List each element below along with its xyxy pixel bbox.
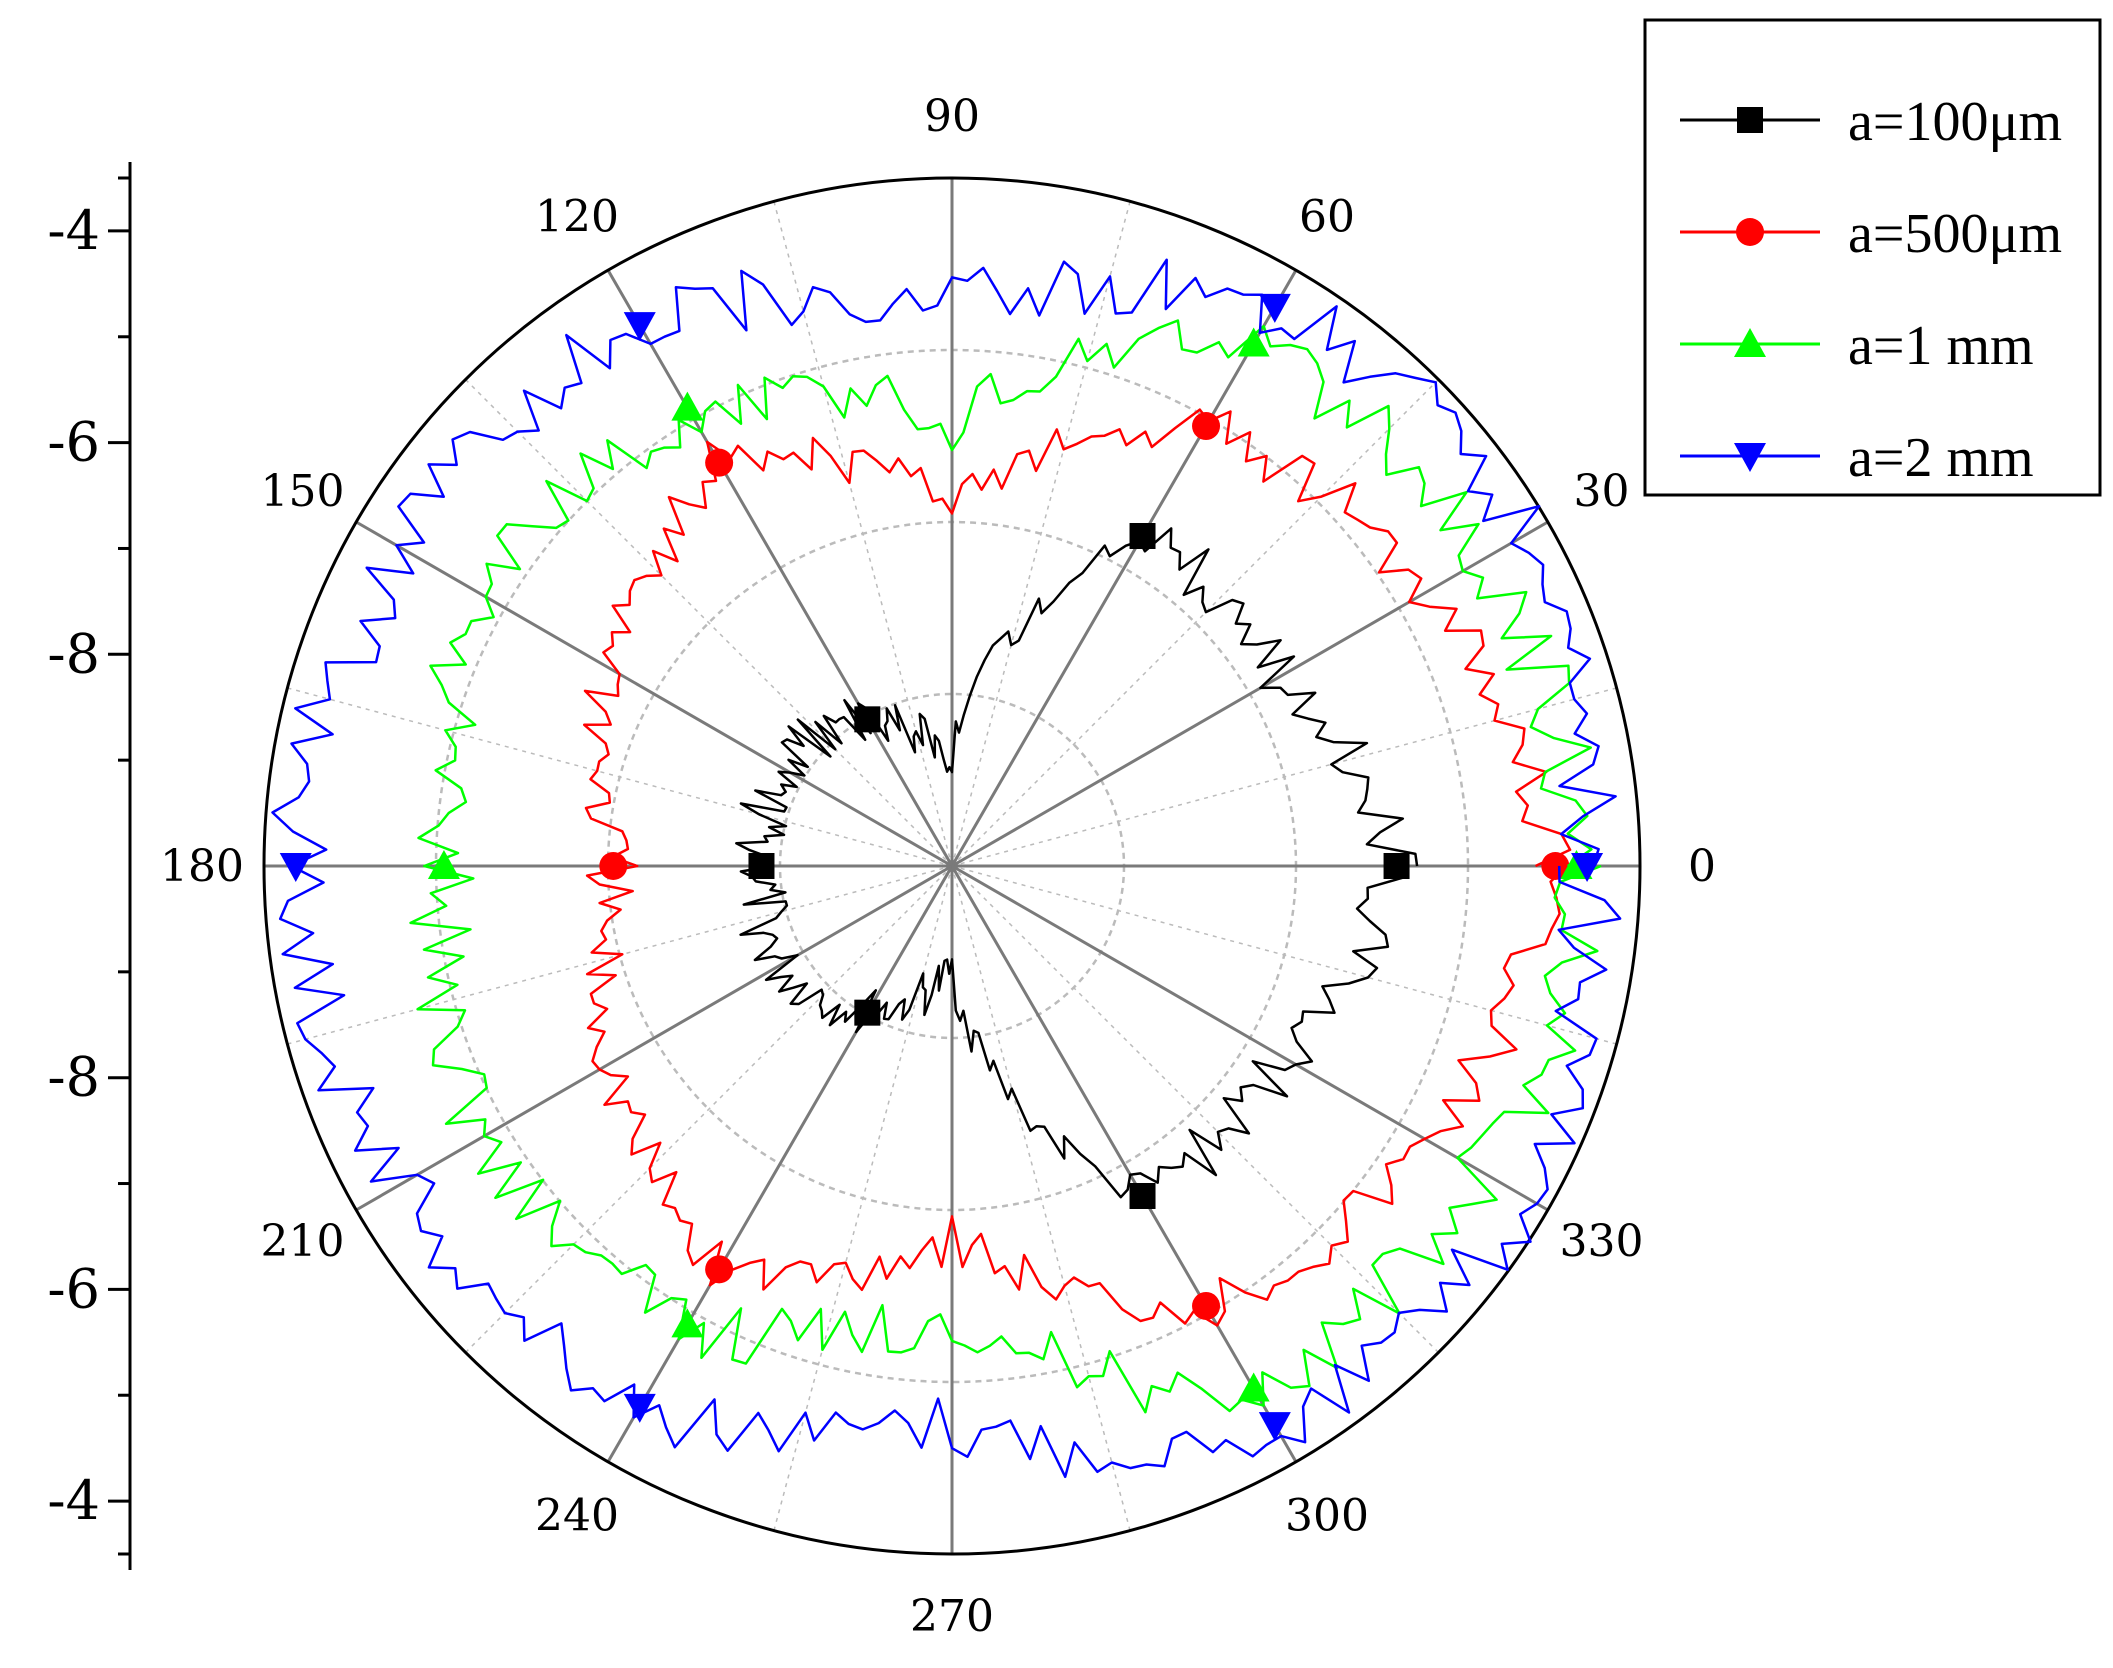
marker-triangle-down [1734, 443, 1766, 472]
marker-circle [1192, 1291, 1221, 1320]
radial-tick-label: -8 [47, 622, 100, 685]
marker-triangle-down [1571, 853, 1604, 882]
series-4 [271, 258, 1622, 1479]
legend: a=100μm a=500μm a=1 mm a=2 mm [1643, 18, 2102, 497]
marker-triangle-down [1258, 293, 1291, 323]
legend-item: a=2 mm [1680, 427, 2034, 489]
marker-square [854, 706, 881, 733]
angle-tick-label: 240 [535, 1491, 619, 1542]
minor-spoke-315 [951, 865, 1440, 1354]
marker-square [1129, 1182, 1156, 1209]
series-line [409, 319, 1602, 1414]
spoke-60 [950, 269, 1298, 867]
series-lines [271, 258, 1622, 1479]
marker-triangle-down [623, 1393, 656, 1423]
marker-circle [1192, 412, 1221, 441]
angle-tick-label: 210 [260, 1216, 344, 1267]
minor-spoke-255 [773, 865, 953, 1531]
spoke-30 [951, 520, 1549, 868]
angle-tick-label: 30 [1574, 466, 1630, 517]
minor-spoke-225 [464, 865, 953, 1354]
marker-triangle-up [1237, 1372, 1270, 1402]
marker-square [1129, 523, 1156, 550]
legend-item: a=100μm [1680, 91, 2062, 153]
legend-item: a=1 mm [1680, 315, 2034, 377]
marker-square [1737, 107, 1763, 133]
marker-square [748, 853, 775, 879]
minor-spoke-165 [287, 687, 953, 867]
marker-triangle-up [427, 850, 460, 879]
minor-spoke-15 [951, 687, 1617, 867]
legend-label: a=100μm [1848, 91, 2062, 153]
angle-tick-label: 180 [160, 841, 244, 892]
marker-triangle-up [1237, 327, 1270, 357]
radial-tick-label: -8 [47, 1046, 100, 1109]
spoke-300 [950, 865, 1298, 1463]
angle-tick-label: 330 [1560, 1216, 1644, 1267]
radial-tick-label: -4 [47, 199, 100, 262]
minor-spoke-135 [464, 378, 953, 867]
marker-triangle-up [1734, 328, 1766, 357]
series-line [735, 527, 1419, 1199]
minor-spoke-285 [951, 865, 1131, 1531]
angle-tick-label: 90 [924, 91, 980, 142]
spoke-210 [355, 864, 953, 1212]
angle-tick-label: 120 [535, 191, 619, 242]
polar-outer-boundary [262, 176, 1642, 1556]
marker-triangle-up [671, 391, 704, 421]
legend-label: a=2 mm [1848, 427, 2034, 489]
radial-tick-label: -6 [47, 1257, 100, 1320]
series-2 [582, 408, 1572, 1327]
marker-square [854, 999, 881, 1026]
angle-tick-label: 270 [910, 1591, 994, 1642]
marker-triangle-down [1258, 1412, 1291, 1442]
spoke-150 [355, 520, 953, 868]
legend-box [1643, 18, 2102, 497]
marker-triangle-down [279, 853, 312, 882]
minor-spoke-105 [773, 201, 953, 867]
angle-tick-label: 0 [1688, 841, 1716, 892]
minor-spoke-345 [951, 865, 1617, 1045]
spoke-240 [606, 865, 954, 1463]
marker-triangle-up [671, 1308, 704, 1338]
radial-tick-label: -4 [47, 1469, 100, 1532]
spoke-330 [951, 864, 1549, 1212]
marker-triangle-down [623, 312, 656, 342]
radial-tick-label: -6 [47, 411, 100, 474]
angle-tick-label: 300 [1285, 1491, 1369, 1542]
marker-circle [599, 852, 628, 880]
spoke-120 [606, 269, 954, 867]
marker-circle [1736, 218, 1764, 246]
angle-tick-label: 150 [260, 466, 344, 517]
angular-spokes [264, 178, 1640, 1554]
radial-axis: -4 -6 -8 -8 -6 -4 [47, 162, 132, 1570]
angle-tick-labels: 0 30 60 90 120 150 180 210 240 270 300 330 [160, 91, 1716, 1642]
minor-spoke-45 [951, 378, 1440, 867]
marker-circle [705, 1255, 734, 1284]
marker-circle [1541, 852, 1570, 880]
legend-label: a=500μm [1848, 203, 2062, 265]
minor-spoke-75 [951, 201, 1131, 867]
marker-circle [705, 448, 734, 477]
legend-item: a=500μm [1680, 203, 2062, 265]
series-1 [735, 523, 1419, 1209]
angle-tick-label: 60 [1299, 191, 1355, 242]
marker-square [1383, 853, 1410, 879]
legend-label: a=1 mm [1848, 315, 2034, 377]
